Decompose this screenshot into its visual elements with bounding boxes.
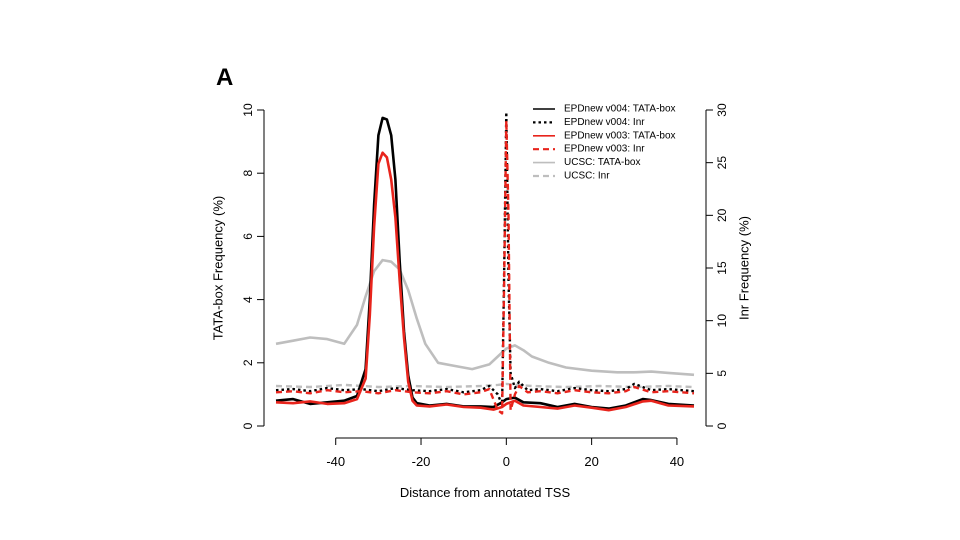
series-line-epdnew-v004-inr [275,110,695,407]
series-line-epdnew-v003-tata-box [275,151,695,412]
legend-label-ucsc-tata-box: UCSC: TATA-box [564,157,641,168]
series-line-ucsc-tata-box [275,258,695,377]
panel-label: A [216,64,234,91]
y-right-tick-label: 25 [715,156,729,170]
y-left-tick-label: 10 [241,103,255,117]
y-left-tick-label: 4 [241,296,255,303]
legend-label-epdnew-v003-inr: EPDnew v003: Inr [564,144,645,155]
y-left-axis-label: TATA-box Frequency (%) [211,196,226,340]
x-tick-label: 20 [584,454,598,469]
legend-label-epdnew-v003-tata-box: EPDnew v003: TATA-box [564,130,676,141]
x-tick-label: -40 [326,454,345,469]
y-left-tick-label: 8 [241,170,255,177]
x-tick-label: 40 [670,454,684,469]
y-left-tick-label: 6 [241,233,255,240]
series-line-epdnew-v003-inr [275,119,695,415]
legend-label-epdnew-v004-inr: EPDnew v004: Inr [564,117,645,128]
legend-label-ucsc-inr: UCSC: Inr [564,171,610,182]
series-line-ucsc-inr [275,382,695,389]
x-tick-label: 0 [503,454,510,469]
y-left-tick-label: 2 [241,359,255,366]
series-layer [275,110,695,415]
y-right-tick-label: 15 [715,261,729,275]
legend: EPDnew v004: TATA-box EPDnew v004: Inr EPD… [533,104,676,182]
y-right-tick-label: 20 [715,208,729,222]
y-right-tick-label: 30 [715,103,729,117]
x-axis-label: Distance from annotated TSS [400,485,571,500]
legend-label-epdnew-v004-tata-box: EPDnew v004: TATA-box [564,104,676,115]
y-right-tick-label: 5 [715,370,729,377]
y-right-tick-label: 0 [715,422,729,429]
x-tick-label: -20 [412,454,431,469]
y-right-axis-label: Inr Frequency (%) [737,216,752,320]
y-left-tick-label: 0 [241,422,255,429]
y-right-tick-label: 10 [715,314,729,328]
